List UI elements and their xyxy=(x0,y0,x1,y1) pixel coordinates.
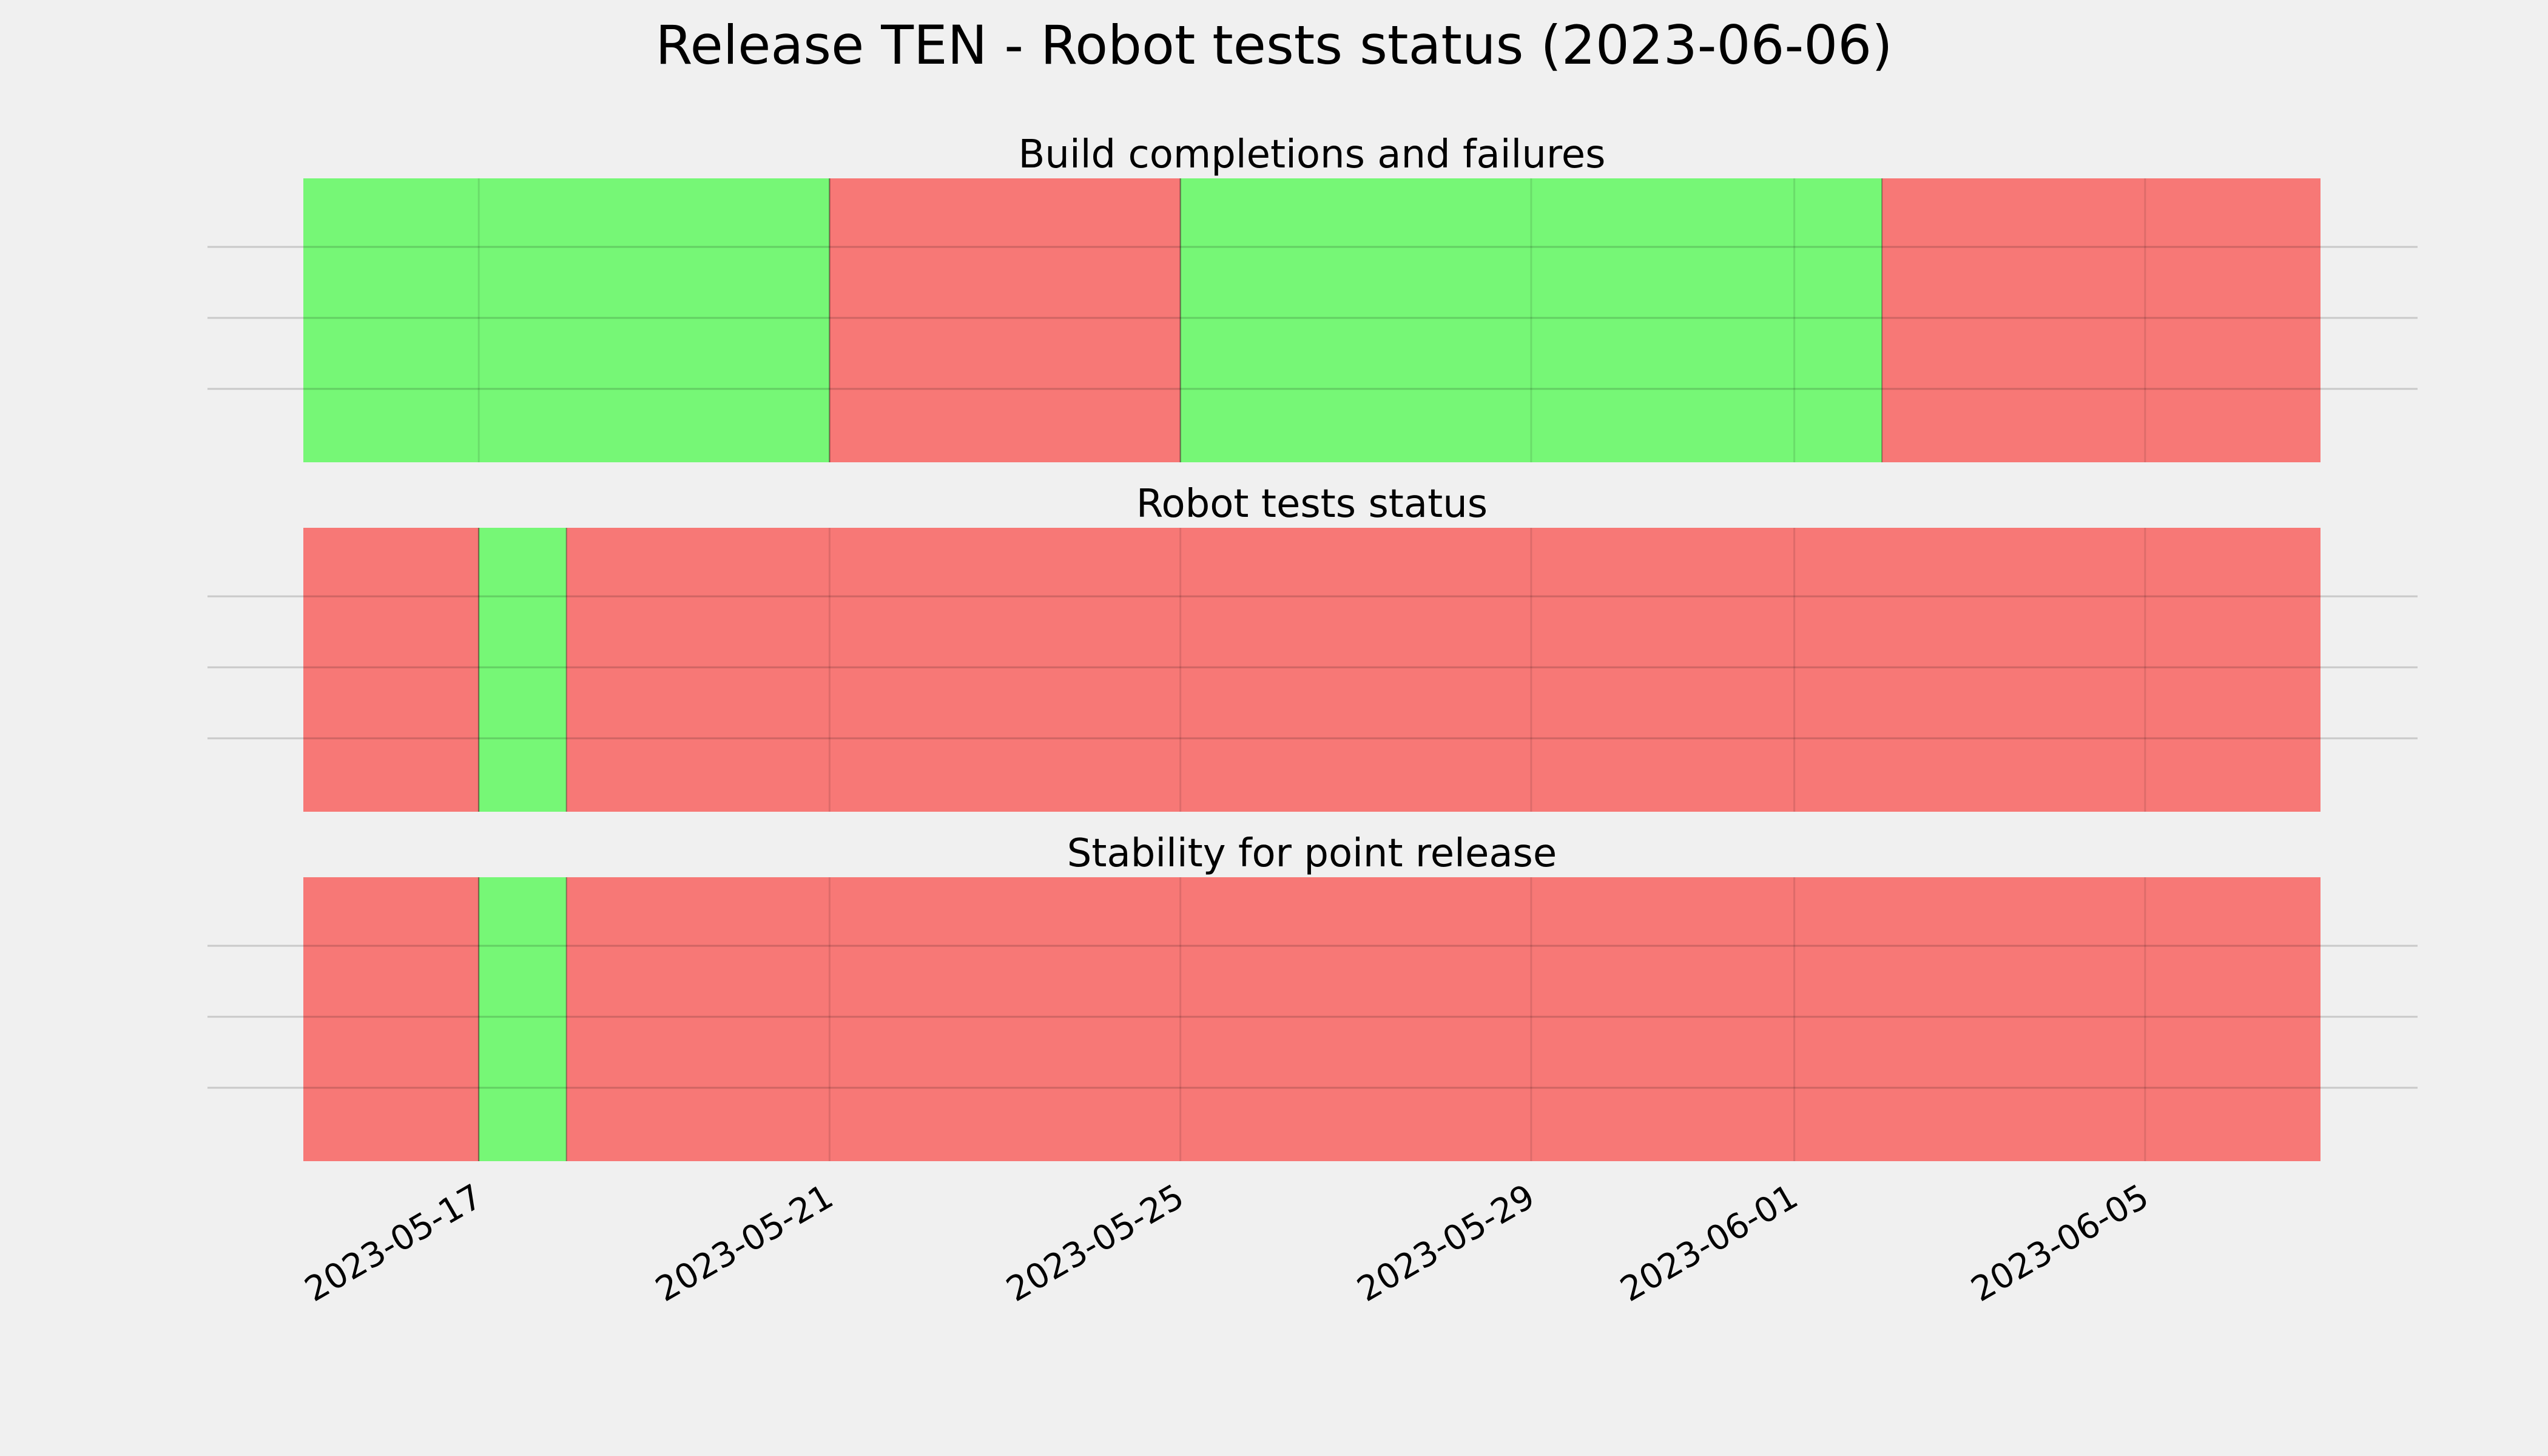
panels: Build completions and failures Robot test… xyxy=(207,132,2418,1161)
panel-title: Stability for point release xyxy=(1067,831,1557,876)
panel-title: Build completions and failures xyxy=(1019,132,1606,177)
status-segment-fail xyxy=(566,528,2320,812)
status-segment-pass xyxy=(303,178,830,462)
panel-1: Build completions and failures xyxy=(207,132,2418,462)
panel-title: Robot tests status xyxy=(1136,482,1488,527)
status-segment-fail xyxy=(566,877,2320,1161)
status-segment-fail xyxy=(829,178,1181,462)
status-segment-pass xyxy=(479,877,567,1161)
status-segment-fail xyxy=(303,528,479,812)
status-segment-fail xyxy=(1882,178,2320,462)
figure-title: Release TEN - Robot tests status (2023-0… xyxy=(655,14,1892,76)
panel-2: Robot tests status xyxy=(207,482,2418,812)
status-segment-pass xyxy=(479,528,567,812)
status-segment-pass xyxy=(1180,178,1882,462)
status-segment-fail xyxy=(303,877,479,1161)
panel-3: Stability for point release xyxy=(207,831,2418,1161)
